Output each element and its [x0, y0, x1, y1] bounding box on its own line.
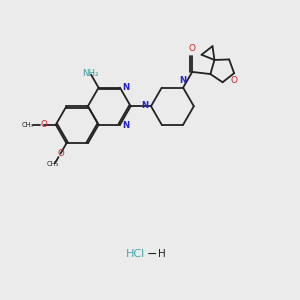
- Text: O: O: [231, 76, 238, 85]
- Text: HCl: HCl: [125, 249, 145, 259]
- Text: CH₃: CH₃: [22, 122, 34, 128]
- Text: CH₃: CH₃: [46, 160, 59, 166]
- Text: NH₂: NH₂: [82, 69, 98, 78]
- Text: O: O: [189, 44, 196, 53]
- Text: O: O: [57, 149, 64, 158]
- Text: N: N: [122, 121, 129, 130]
- Text: H: H: [158, 249, 166, 259]
- Text: −: −: [146, 248, 157, 260]
- Text: N: N: [179, 76, 187, 85]
- Text: N: N: [141, 101, 148, 110]
- Text: O: O: [40, 120, 47, 129]
- Text: N: N: [122, 82, 129, 91]
